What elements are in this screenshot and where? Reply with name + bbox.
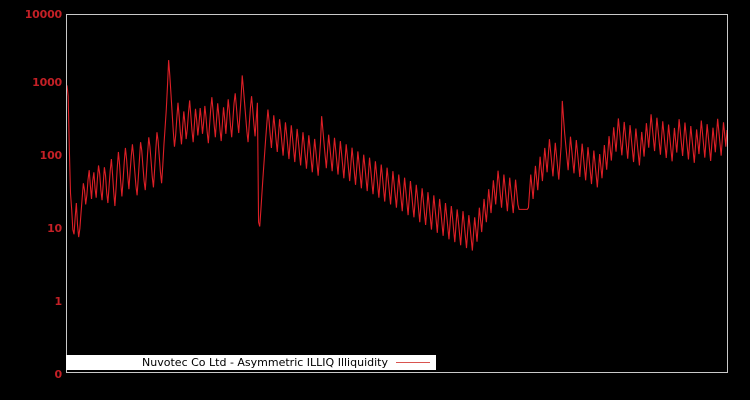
legend-label: Nuvotec Co Ltd - Asymmetric ILLIQ Illiqu… bbox=[142, 356, 388, 369]
y-tick-1: 1 bbox=[54, 295, 63, 308]
chart-legend: Nuvotec Co Ltd - Asymmetric ILLIQ Illiqu… bbox=[66, 355, 436, 370]
y-tick-1000: 1000 bbox=[32, 76, 62, 89]
y-axis-tick-labels: 10000 1000 100 10 1 0 bbox=[0, 0, 62, 400]
y-tick-0: 0 bbox=[54, 368, 63, 381]
y-tick-10000: 10000 bbox=[24, 8, 62, 21]
y-tick-100: 100 bbox=[39, 149, 63, 162]
plot-area bbox=[66, 14, 728, 373]
legend-line-sample bbox=[396, 362, 430, 363]
y-tick-10: 10 bbox=[47, 222, 62, 235]
series-line-illiq bbox=[67, 60, 727, 251]
